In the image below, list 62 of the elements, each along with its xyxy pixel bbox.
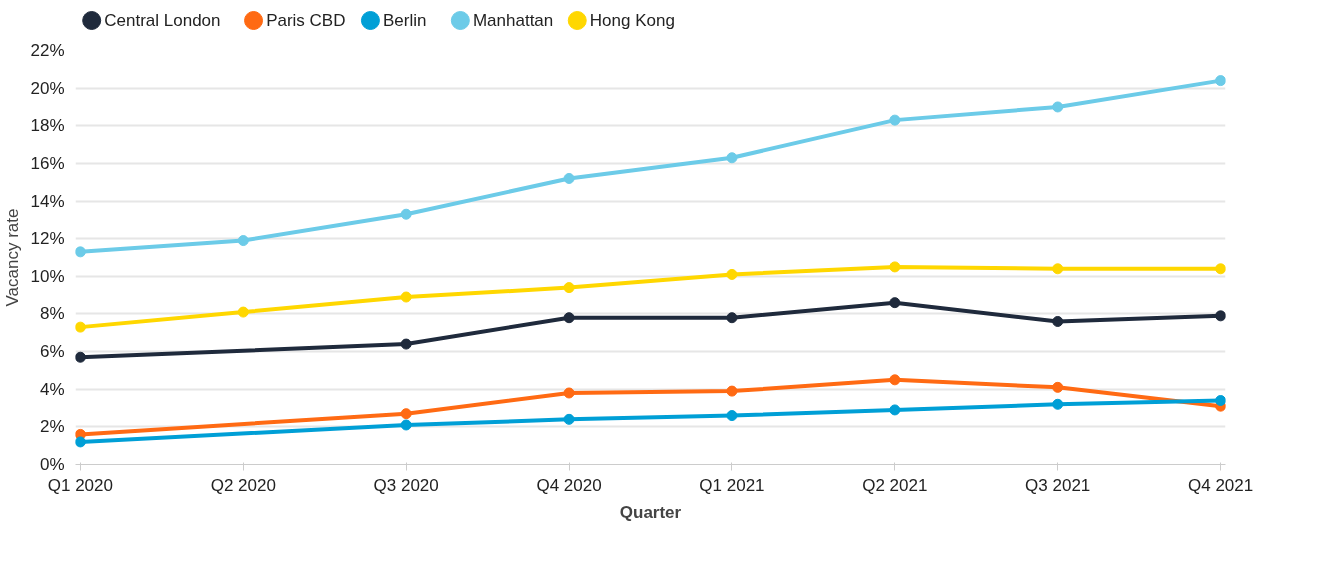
point — [726, 385, 738, 397]
y-tick-label: 8% — [39, 304, 65, 324]
point — [75, 246, 86, 258]
legend-label: Paris CBD — [266, 11, 346, 30]
point — [1052, 315, 1064, 327]
x-axis-title: Quarter — [619, 502, 682, 522]
point — [726, 410, 738, 422]
x-tick-label: Q4 2020 — [536, 475, 602, 495]
y-tick-label: 16% — [30, 153, 65, 173]
point — [563, 282, 575, 294]
x-tick-label: Q3 2021 — [1025, 475, 1091, 495]
point — [1052, 263, 1064, 275]
x-tick-label: Q2 2021 — [862, 475, 928, 495]
point — [1052, 381, 1064, 393]
point — [400, 338, 412, 350]
point — [563, 312, 575, 324]
point — [1215, 75, 1226, 87]
point — [889, 114, 901, 126]
point — [237, 306, 249, 318]
point — [237, 235, 249, 247]
point — [1215, 395, 1226, 407]
y-tick-label: 2% — [39, 417, 65, 437]
legend-label: Hong Kong — [589, 11, 675, 30]
y-tick-label: 18% — [30, 116, 65, 136]
x-tick-label: Q4 2021 — [1188, 475, 1254, 495]
point — [1052, 101, 1064, 113]
y-tick-label: 0% — [39, 455, 65, 474]
y-tick-label: 4% — [39, 379, 65, 399]
point — [1052, 398, 1064, 410]
point — [889, 297, 901, 309]
y-axis-title: Vacancy rate — [3, 208, 23, 307]
point — [1215, 310, 1226, 322]
legend-label: Berlin — [383, 11, 427, 30]
x-tick-label: Q1 2020 — [47, 475, 114, 495]
point — [563, 413, 575, 425]
point — [75, 321, 86, 333]
point — [400, 291, 412, 303]
point — [563, 387, 575, 399]
legend-label: Central London — [104, 11, 221, 30]
legend-label: Manhattan — [472, 11, 554, 30]
point — [889, 404, 901, 416]
point — [75, 436, 86, 448]
y-tick-label: 14% — [30, 191, 65, 211]
point — [75, 351, 86, 363]
point — [400, 208, 412, 220]
point — [726, 268, 738, 280]
y-tick-label: 22% — [30, 41, 65, 60]
y-tick-label: 20% — [30, 78, 65, 98]
point — [400, 408, 412, 420]
point — [1215, 263, 1226, 275]
y-tick-label: 12% — [30, 229, 65, 249]
point — [726, 312, 738, 324]
point — [889, 261, 901, 273]
y-tick-label: 10% — [30, 266, 65, 286]
x-tick-label: Q2 2020 — [210, 475, 276, 495]
point — [889, 374, 901, 386]
x-tick-label: Q3 2020 — [373, 475, 439, 495]
x-tick-label: Q1 2021 — [699, 475, 765, 495]
point — [726, 152, 738, 164]
point — [563, 172, 575, 184]
y-tick-label: 6% — [39, 342, 65, 362]
point — [400, 419, 412, 431]
